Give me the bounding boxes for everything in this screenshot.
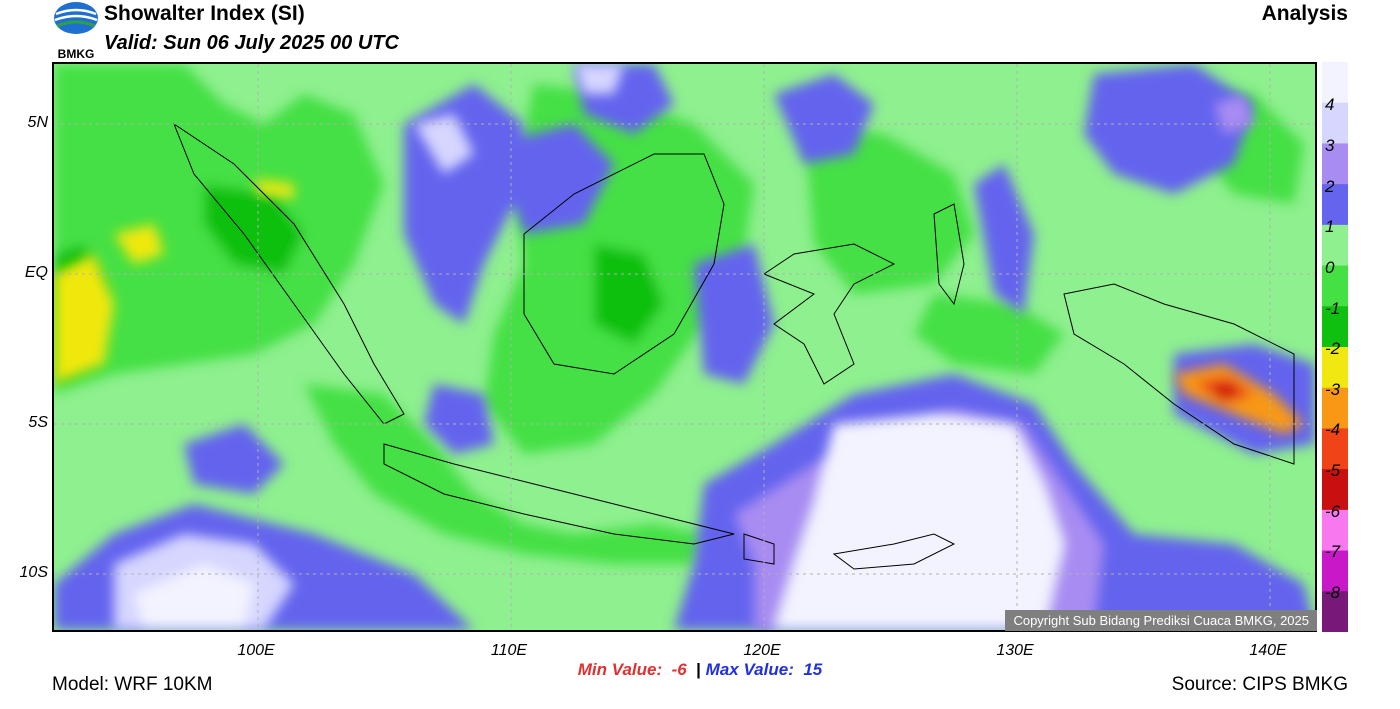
- colorbar-swatch: [1322, 62, 1348, 104]
- min-value: -6: [671, 660, 687, 679]
- lat-label-eq: EQ: [24, 264, 48, 281]
- colorbar: [1322, 62, 1348, 632]
- light-regions: [114, 64, 1254, 630]
- model-label: Model: WRF 10KM: [52, 674, 213, 695]
- colorbar-swatch: [1322, 509, 1348, 552]
- min-max-values: Min Value: -6 | Max Value: 15: [0, 660, 1400, 680]
- colorbar-label-minus1: -1: [1325, 299, 1341, 318]
- colorbar-swatch: [1322, 387, 1348, 429]
- min-value-label: Min Value:: [577, 660, 663, 679]
- colorbar-swatch: [1322, 428, 1348, 470]
- colorbar-swatch: [1322, 102, 1348, 144]
- run-type-label: Analysis: [1261, 2, 1348, 25]
- colorbar-label-2: 2: [1325, 177, 1335, 196]
- source-label: Source: CIPS BMKG: [1171, 674, 1348, 695]
- colorbar-swatch: [1322, 224, 1348, 267]
- max-value: 15: [803, 660, 823, 679]
- colorbar-label-4: 4: [1325, 95, 1335, 114]
- lat-label-5n: 5N: [27, 114, 48, 131]
- colorbar-swatch: [1322, 469, 1348, 511]
- colorbar-label-minus3: -3: [1325, 380, 1341, 399]
- lat-label-5s: 5S: [28, 414, 48, 431]
- colorbar-label-minus5: -5: [1325, 461, 1341, 480]
- lon-label-120e: 120E: [743, 642, 781, 659]
- coastlines: [172, 122, 1295, 570]
- colorbar-swatch: [1322, 265, 1348, 307]
- max-value-label: Max Value:: [705, 660, 794, 679]
- lon-label-110e: 110E: [490, 642, 528, 659]
- colorbar-swatch: [1322, 306, 1348, 348]
- min-max-separator: |: [696, 660, 701, 679]
- colorbar-label-1: 1: [1325, 217, 1335, 236]
- min-value-text: Min Value: -6: [578, 660, 687, 679]
- valid-time: Valid: Sun 06 July 2025 00 UTC: [104, 32, 399, 54]
- colorbar-label-minus4: -4: [1325, 420, 1341, 439]
- grid: [54, 64, 1315, 630]
- map-field: [54, 64, 1315, 630]
- lat-label-10s: 10S: [19, 564, 48, 581]
- lon-label-130e: 130E: [996, 642, 1034, 659]
- colorbar-label-0: 0: [1325, 258, 1335, 277]
- si-map: [52, 62, 1317, 632]
- copyright-notice: Copyright Sub Bidang Prediksi Cuaca BMKG…: [1005, 610, 1317, 631]
- colorbar-label-3: 3: [1325, 136, 1335, 155]
- lon-label-140e: 140E: [1249, 642, 1287, 659]
- logo-text: BMKG: [58, 47, 95, 60]
- green-regions: [54, 64, 1304, 564]
- warm-regions: [54, 179, 1304, 434]
- colorbar-swatch: [1322, 347, 1348, 389]
- colorbar-label-minus6: -6: [1325, 502, 1341, 521]
- colorbar-swatch: [1322, 184, 1348, 226]
- colorbar-label-minus8: -8: [1325, 583, 1341, 602]
- lon-label-100e: 100E: [237, 642, 275, 659]
- colorbar-label-minus7: -7: [1325, 542, 1341, 561]
- page-title: Showalter Index (SI): [104, 2, 305, 25]
- max-value-text: Max Value: 15: [706, 660, 823, 679]
- colorbar-swatch: [1322, 550, 1348, 592]
- bmkg-logo: BMKG: [54, 2, 98, 60]
- colorbar-swatch: [1322, 143, 1348, 185]
- colorbar-swatch: [1322, 591, 1348, 632]
- colorbar-label-minus2: -2: [1325, 339, 1341, 358]
